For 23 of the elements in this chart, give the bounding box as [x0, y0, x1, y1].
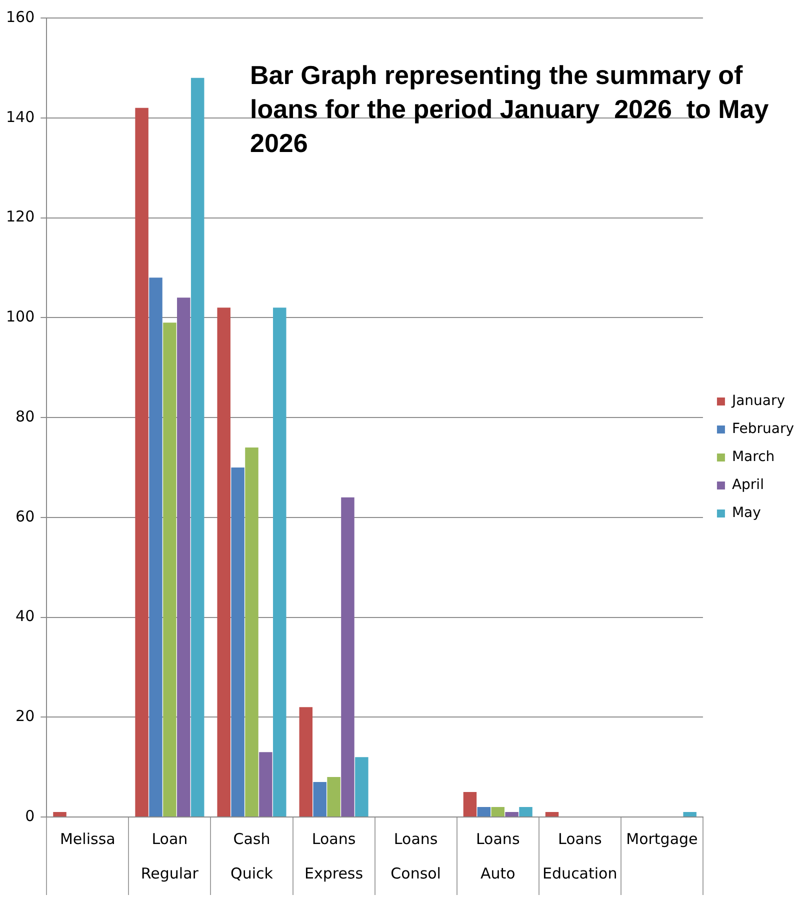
- y-tick-label: 100: [6, 308, 35, 326]
- x-tick-label: Mortgage: [626, 830, 698, 848]
- y-tick-label: 0: [25, 806, 35, 825]
- y-tick-label: 20: [16, 707, 35, 726]
- y-tick-label: 60: [16, 507, 35, 526]
- legend-label: March: [732, 449, 775, 466]
- legend-label: February: [732, 421, 794, 438]
- legend-label: April: [732, 477, 764, 494]
- legend-label: January: [730, 393, 786, 410]
- x-tick-label: Cash Quick: [230, 830, 274, 883]
- legend-label: May: [732, 505, 761, 522]
- x-tick-label: Loans Express: [304, 830, 364, 883]
- y-tick-label: 160: [6, 8, 35, 26]
- y-tick-label: 80: [16, 407, 35, 426]
- x-tick-label: Loans Education: [542, 830, 618, 883]
- y-tick-label: 120: [6, 208, 35, 226]
- text: Bar Graph representing the summary of loans for the period January 2026 to May 2026: [250, 60, 770, 158]
- x-tick-label: Melissa: [60, 830, 116, 848]
- y-tick-label: 40: [16, 607, 35, 626]
- x-tick-label: Loans Consol: [390, 830, 441, 883]
- x-tick-label: Loans Auto: [476, 830, 520, 883]
- y-tick-label: 140: [6, 108, 35, 126]
- x-tick-label: Loan Regular: [140, 830, 200, 883]
